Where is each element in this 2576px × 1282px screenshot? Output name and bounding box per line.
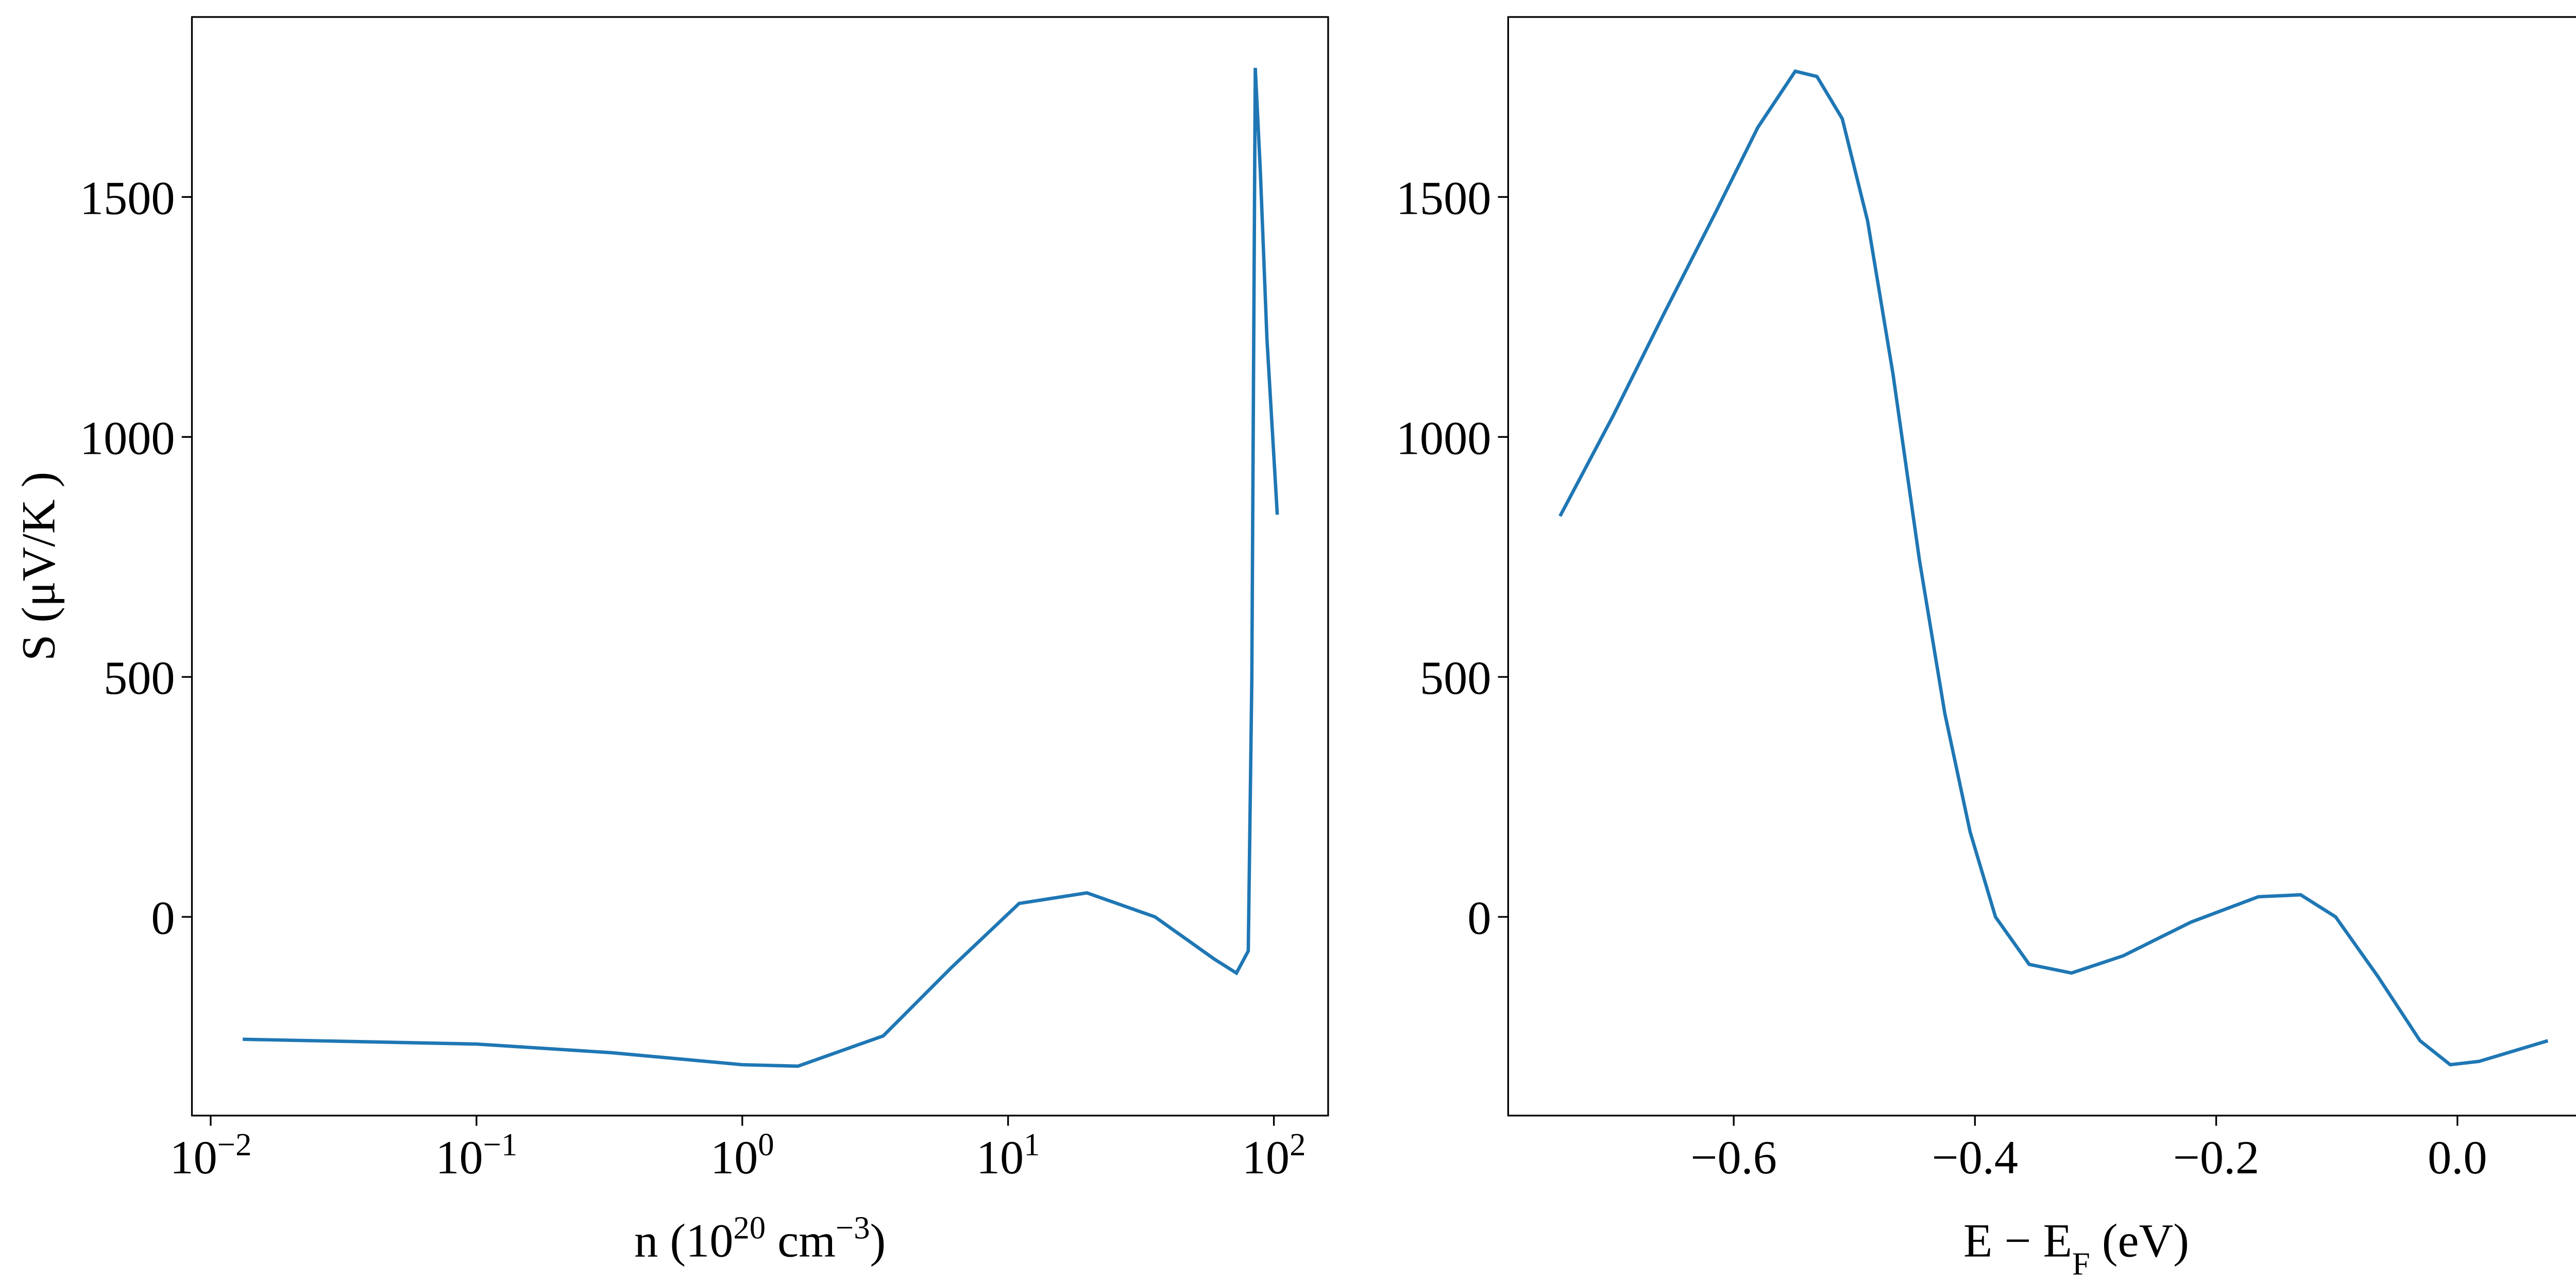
- label-part: n (10: [634, 1215, 733, 1267]
- x-tick-label: 102: [1242, 1126, 1306, 1184]
- x-tick-label: 101: [976, 1126, 1040, 1184]
- label-part: ): [870, 1215, 886, 1267]
- y-tick-label: 500: [1420, 652, 1491, 704]
- label-part: −3: [836, 1210, 870, 1246]
- x-tick-base: −0.2: [2173, 1131, 2259, 1184]
- x-tick-base: 10: [976, 1131, 1024, 1184]
- x-tick-label: 10−2: [170, 1126, 251, 1184]
- label-part: 20: [733, 1210, 766, 1246]
- x-axis-label: n (1020 cm−3): [634, 1210, 886, 1267]
- y-tick-label: 1000: [80, 412, 175, 464]
- x-tick-label: 100: [710, 1126, 774, 1184]
- x-tick-label: 10−1: [435, 1126, 517, 1184]
- label-part: F: [2072, 1246, 2090, 1282]
- y-tick-label: 500: [104, 652, 175, 704]
- x-tick-label: −0.4: [1932, 1131, 2018, 1184]
- axes-frame: [1507, 16, 2576, 1117]
- x-tick-exponent: −1: [483, 1126, 518, 1163]
- y-tick-label: 1500: [1396, 172, 1492, 224]
- data-line: [243, 67, 1279, 1068]
- x-tick-base: 10: [710, 1131, 758, 1184]
- x-tick-base: −0.4: [1932, 1131, 2018, 1184]
- y-tick-label: 1000: [1396, 412, 1492, 464]
- x-tick-base: −0.6: [1690, 1131, 1776, 1184]
- x-tick-label: 0.0: [2428, 1131, 2487, 1184]
- y-tick-label: 0: [1467, 892, 1491, 944]
- y-tick-label: 1500: [80, 172, 175, 224]
- y-axis-label: S (μV/K ): [12, 472, 64, 661]
- x-tick-base: 10: [170, 1131, 217, 1184]
- x-tick-label: −0.2: [2173, 1131, 2259, 1184]
- y-tick-label: 0: [151, 892, 175, 944]
- x-tick-exponent: 2: [1290, 1126, 1306, 1163]
- label-part: (eV): [2090, 1215, 2189, 1267]
- x-tick-base: 0.0: [2428, 1131, 2487, 1184]
- x-tick-base: 10: [1242, 1131, 1290, 1184]
- axes-frame: [191, 16, 1329, 1117]
- label-part: E − E: [1963, 1215, 2072, 1267]
- x-tick-exponent: 0: [758, 1126, 774, 1163]
- x-tick-exponent: 1: [1024, 1126, 1040, 1163]
- x-tick-base: 10: [435, 1131, 483, 1184]
- x-tick-exponent: −2: [217, 1126, 252, 1163]
- label-part: cm: [766, 1215, 836, 1267]
- x-tick-label: −0.6: [1690, 1131, 1776, 1184]
- x-axis-label: E − EF (eV): [1963, 1215, 2189, 1282]
- data-line: [1558, 69, 2549, 1067]
